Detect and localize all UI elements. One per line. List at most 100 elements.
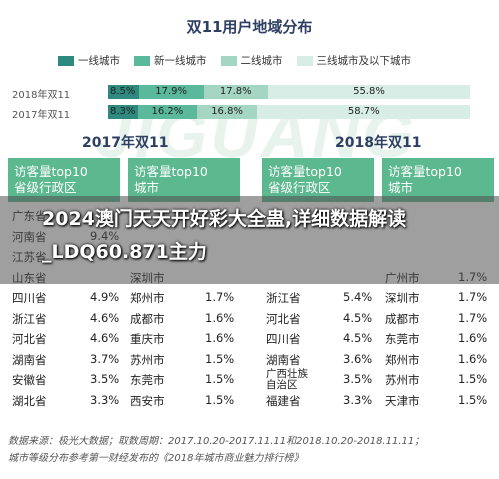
table-cell-p-val: 3.7%: [90, 351, 120, 366]
table-cell-city: 成都市: [385, 311, 420, 326]
bar-data-label: 58.7%: [347, 106, 380, 117]
table-row: 浙江省 4.6% 成都市 1.6%: [0, 309, 499, 329]
table-cell-city: 成都市: [130, 311, 165, 326]
bar-category-label: 2018年双11: [12, 90, 71, 101]
table-row: 湖北省 3.3% 西安市 1.5%: [0, 391, 499, 411]
legend-item: 新一线城市: [134, 53, 207, 68]
overlay-banner: [0, 196, 499, 284]
table-cell-c-val: 1.5%: [205, 372, 235, 386]
table-cell-city: 重庆市: [130, 332, 165, 346]
page-title: 双11用户地域分布: [186, 18, 313, 36]
table-cell-c-val: 1.7%: [205, 290, 235, 304]
table-cell-province: 四川省: [266, 332, 301, 346]
table-cell-province: 福建省: [266, 393, 301, 408]
header-line-1: 访客量top10: [388, 164, 462, 179]
table-cell-city: 郑州市: [385, 352, 420, 367]
header-line-2: 城市: [134, 180, 160, 195]
table-cell-province: 广西壮族自治区: [266, 368, 308, 391]
table-cell-city: 西安市: [130, 393, 165, 408]
table-row: 四川省 4.9% 郑州市 1.7%: [0, 288, 499, 308]
table-cell-p-val: 3.5%: [343, 372, 373, 386]
table-row: 河北省 4.5% 成都市 1.7%: [0, 309, 499, 329]
table-cell-province: 浙江省: [266, 291, 301, 305]
table-cell-c-val: 1.5%: [458, 372, 488, 386]
legend-label: 二线城市: [240, 55, 283, 67]
table-cell-p-val: 4.6%: [90, 310, 120, 325]
legend-label: 三线城市及以下城市: [316, 55, 412, 67]
panel-2017-city-header: 访客量top10 城市: [128, 158, 240, 202]
table-row: 河北省 4.6% 重庆市 1.6%: [0, 329, 499, 349]
header-line-2: 城市: [388, 180, 414, 195]
table-cell-city: 东莞市: [130, 373, 165, 387]
legend-item: 二线城市: [220, 53, 283, 68]
table-cell-c-val: 1.6%: [205, 310, 235, 325]
panel-2018-title: 2018年双11: [335, 135, 422, 151]
bar-data-label: 16.2%: [151, 106, 184, 117]
chart-legend: 一线城市 新一线城市 二线城市 三线城市及以下城市: [58, 53, 411, 68]
bar-data-label: 17.9%: [155, 86, 188, 97]
table-cell-c-val: 1.5%: [205, 351, 235, 366]
panel-2017-province-header: 访客量top10 省级行政区: [8, 158, 120, 202]
table-cell-province: 河北省: [12, 332, 47, 346]
bar-segment: 8.3%: [108, 105, 139, 119]
bar-segment: 8.5%: [108, 85, 139, 99]
banner-headline: 2024澳门天天开好彩大全蛊,详细数据解读_LDQ60.871主力: [42, 208, 407, 263]
table-cell-p-val: 3.6%: [343, 351, 373, 366]
table-row: 广西壮族自治区 3.5% 苏州市 1.5%: [0, 368, 499, 391]
legend-swatch: [134, 55, 150, 66]
table-cell-c-val: 1.5%: [458, 392, 488, 407]
footer-source: 数据来源：极光大数据；取数周期：2017.10.20-2017.11.11和20…: [8, 436, 425, 447]
header-line-2: 省级行政区: [14, 180, 77, 195]
bar-data-label: 8.3%: [110, 106, 136, 117]
table-row: 浙江省 5.4% 深圳市 1.7%: [0, 288, 499, 308]
bar-segment: 16.2%: [138, 105, 197, 119]
table-cell-p-val: 4.6%: [90, 331, 120, 345]
table-row: 四川省 4.5% 东莞市 1.6%: [0, 329, 499, 349]
legend-swatch: [58, 55, 74, 66]
table-cell-province: 安徽省: [12, 373, 47, 387]
bar-data-label: 8.5%: [110, 86, 136, 97]
panel-2017-title: 2017年双11: [82, 135, 169, 151]
table-cell-p-val: 3.3%: [343, 392, 373, 407]
table-cell-c-val: 1.6%: [458, 331, 488, 345]
bar-segment: 17.9%: [138, 85, 204, 99]
legend-item: 一线城市: [58, 53, 120, 68]
table-cell-province: 河北省: [266, 311, 301, 326]
table-row: 湖南省 3.7% 苏州市 1.5%: [0, 350, 499, 370]
table-cell-province: 湖南省: [12, 352, 47, 367]
legend-swatch: [296, 55, 313, 66]
legend-label: 一线城市: [78, 55, 120, 67]
table-cell-c-val: 1.6%: [458, 351, 488, 366]
table-cell-p-val: 3.5%: [90, 372, 120, 386]
panel-2018-city-header: 访客量top10 城市: [382, 158, 494, 202]
table-cell-province: 湖南省: [266, 352, 301, 367]
table-row: 湖南省 3.6% 郑州市 1.6%: [0, 350, 499, 370]
table-cell-city: 苏州市: [130, 352, 165, 367]
header-line-1: 访客量top10: [14, 164, 88, 179]
table-cell-city: 东莞市: [385, 332, 420, 346]
table-cell-p-val: 4.5%: [343, 310, 373, 325]
legend-label: 新一线城市: [154, 55, 207, 67]
legend-swatch: [220, 55, 237, 66]
bar-category-label: 2017年双11: [12, 110, 71, 121]
bar-segment: 55.8%: [267, 85, 470, 99]
bar-data-label: 17.8%: [219, 86, 252, 97]
table-row: 福建省 3.3% 天津市 1.5%: [0, 391, 499, 411]
table-cell-c-val: 1.5%: [205, 392, 235, 407]
header-line-1: 访客量top10: [134, 164, 208, 179]
panel-2018-province-header: 访客量top10 省级行政区: [262, 158, 374, 202]
table-cell-city: 郑州市: [130, 291, 165, 305]
bar-data-label: 55.8%: [353, 86, 385, 97]
table-cell-p-val: 3.3%: [90, 392, 120, 407]
table-cell-c-val: 1.6%: [205, 331, 235, 345]
table-cell-c-val: 1.7%: [458, 290, 488, 304]
table-cell-province: 湖北省: [12, 393, 47, 408]
table-row: 安徽省 3.5% 东莞市 1.5%: [0, 370, 499, 390]
table-cell-city: 深圳市: [385, 291, 420, 305]
header-line-1: 访客量top10: [268, 164, 342, 179]
legend-item: 三线城市及以下城市: [296, 53, 412, 68]
bar-segment: 17.8%: [203, 85, 268, 99]
bar-segment: 58.7%: [257, 105, 470, 119]
table-cell-province: 浙江省: [12, 311, 47, 326]
header-line-2: 省级行政区: [268, 180, 331, 195]
